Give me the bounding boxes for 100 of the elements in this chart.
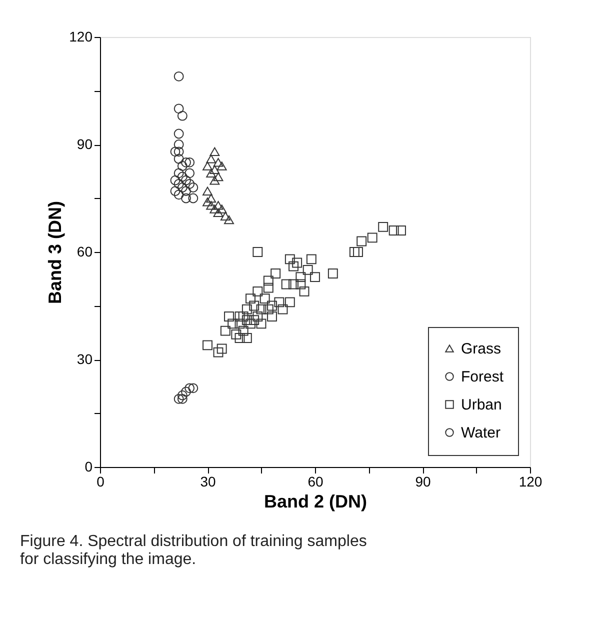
- point: [234, 333, 245, 343]
- point: [181, 186, 191, 196]
- point: [284, 297, 295, 308]
- legend-label: Water: [461, 424, 500, 442]
- point: [246, 294, 256, 304]
- point: [202, 162, 212, 170]
- point: [181, 175, 191, 186]
- point: [174, 154, 184, 164]
- point: [177, 394, 188, 404]
- point: [310, 272, 320, 282]
- point: [206, 194, 216, 203]
- point: [306, 254, 316, 264]
- x-axis-title: Band 2 (DN): [264, 492, 368, 512]
- point: [238, 326, 248, 336]
- point: [228, 318, 238, 329]
- x-tick-label: 90: [415, 474, 431, 490]
- point: [213, 201, 224, 210]
- point: [220, 212, 230, 221]
- point: [216, 204, 227, 214]
- point: [220, 326, 230, 336]
- point: [249, 300, 260, 311]
- point: [206, 201, 216, 210]
- point: [188, 383, 198, 394]
- point: [234, 318, 245, 329]
- point: [177, 172, 188, 182]
- x-tick-label: 30: [200, 474, 216, 490]
- point: [242, 304, 252, 314]
- point: [242, 333, 252, 343]
- point: [177, 161, 188, 171]
- point: [353, 247, 363, 257]
- point: [181, 386, 191, 397]
- point: [396, 226, 406, 236]
- point: [202, 197, 212, 206]
- point: [174, 128, 184, 139]
- point: [296, 272, 306, 282]
- point: [356, 236, 367, 246]
- point: [174, 168, 184, 178]
- point: [224, 312, 234, 322]
- point: [188, 193, 198, 204]
- point: [177, 110, 188, 121]
- point: [181, 157, 191, 168]
- point: [224, 215, 234, 224]
- legend-label: Forest: [461, 368, 504, 386]
- point: [302, 264, 313, 275]
- point: [260, 294, 270, 304]
- legend-label: Urban: [461, 396, 502, 414]
- point: [174, 146, 184, 157]
- point: [174, 394, 184, 404]
- point: [349, 247, 360, 257]
- point: [210, 204, 220, 214]
- point: [263, 304, 274, 314]
- point: [170, 186, 180, 196]
- point: [267, 312, 277, 322]
- point: [210, 147, 220, 156]
- point: [270, 268, 281, 278]
- point: [216, 162, 227, 170]
- point: [246, 318, 256, 329]
- point: [184, 168, 195, 178]
- point: [184, 383, 195, 394]
- point: [216, 344, 227, 354]
- point: [252, 247, 263, 257]
- point: [299, 286, 310, 296]
- point: [174, 71, 184, 82]
- point: [378, 222, 388, 232]
- point: [263, 276, 274, 286]
- point: [231, 329, 242, 340]
- x-tick-label: 60: [308, 474, 324, 490]
- point: [188, 182, 198, 192]
- point: [210, 176, 220, 185]
- y-tick-label: 0: [84, 458, 93, 474]
- point: [249, 315, 260, 326]
- point: [263, 282, 274, 293]
- point: [174, 140, 184, 150]
- legend-label: Grass: [461, 340, 502, 358]
- point: [184, 178, 195, 189]
- point: [170, 146, 180, 157]
- point: [177, 390, 188, 400]
- point: [256, 318, 266, 329]
- point: [213, 158, 224, 167]
- point: [202, 186, 212, 196]
- point: [367, 232, 378, 243]
- point: [206, 168, 216, 178]
- point: [328, 268, 338, 278]
- point: [388, 226, 399, 236]
- point: [174, 190, 184, 200]
- point: [296, 279, 306, 290]
- point: [252, 286, 263, 296]
- point: [184, 157, 195, 168]
- x-tick-label: 120: [518, 474, 542, 490]
- point: [206, 154, 216, 164]
- y-axis-title: Band 3 (DN): [45, 200, 66, 304]
- point: [288, 261, 298, 272]
- point: [181, 193, 191, 204]
- point: [213, 208, 224, 217]
- point: [292, 258, 302, 268]
- point: [281, 279, 292, 290]
- point: [252, 312, 263, 322]
- point: [170, 175, 180, 186]
- caption: Figure 4. Spectral distribution of training samples for classifying the image.: [20, 533, 367, 568]
- point: [202, 340, 212, 350]
